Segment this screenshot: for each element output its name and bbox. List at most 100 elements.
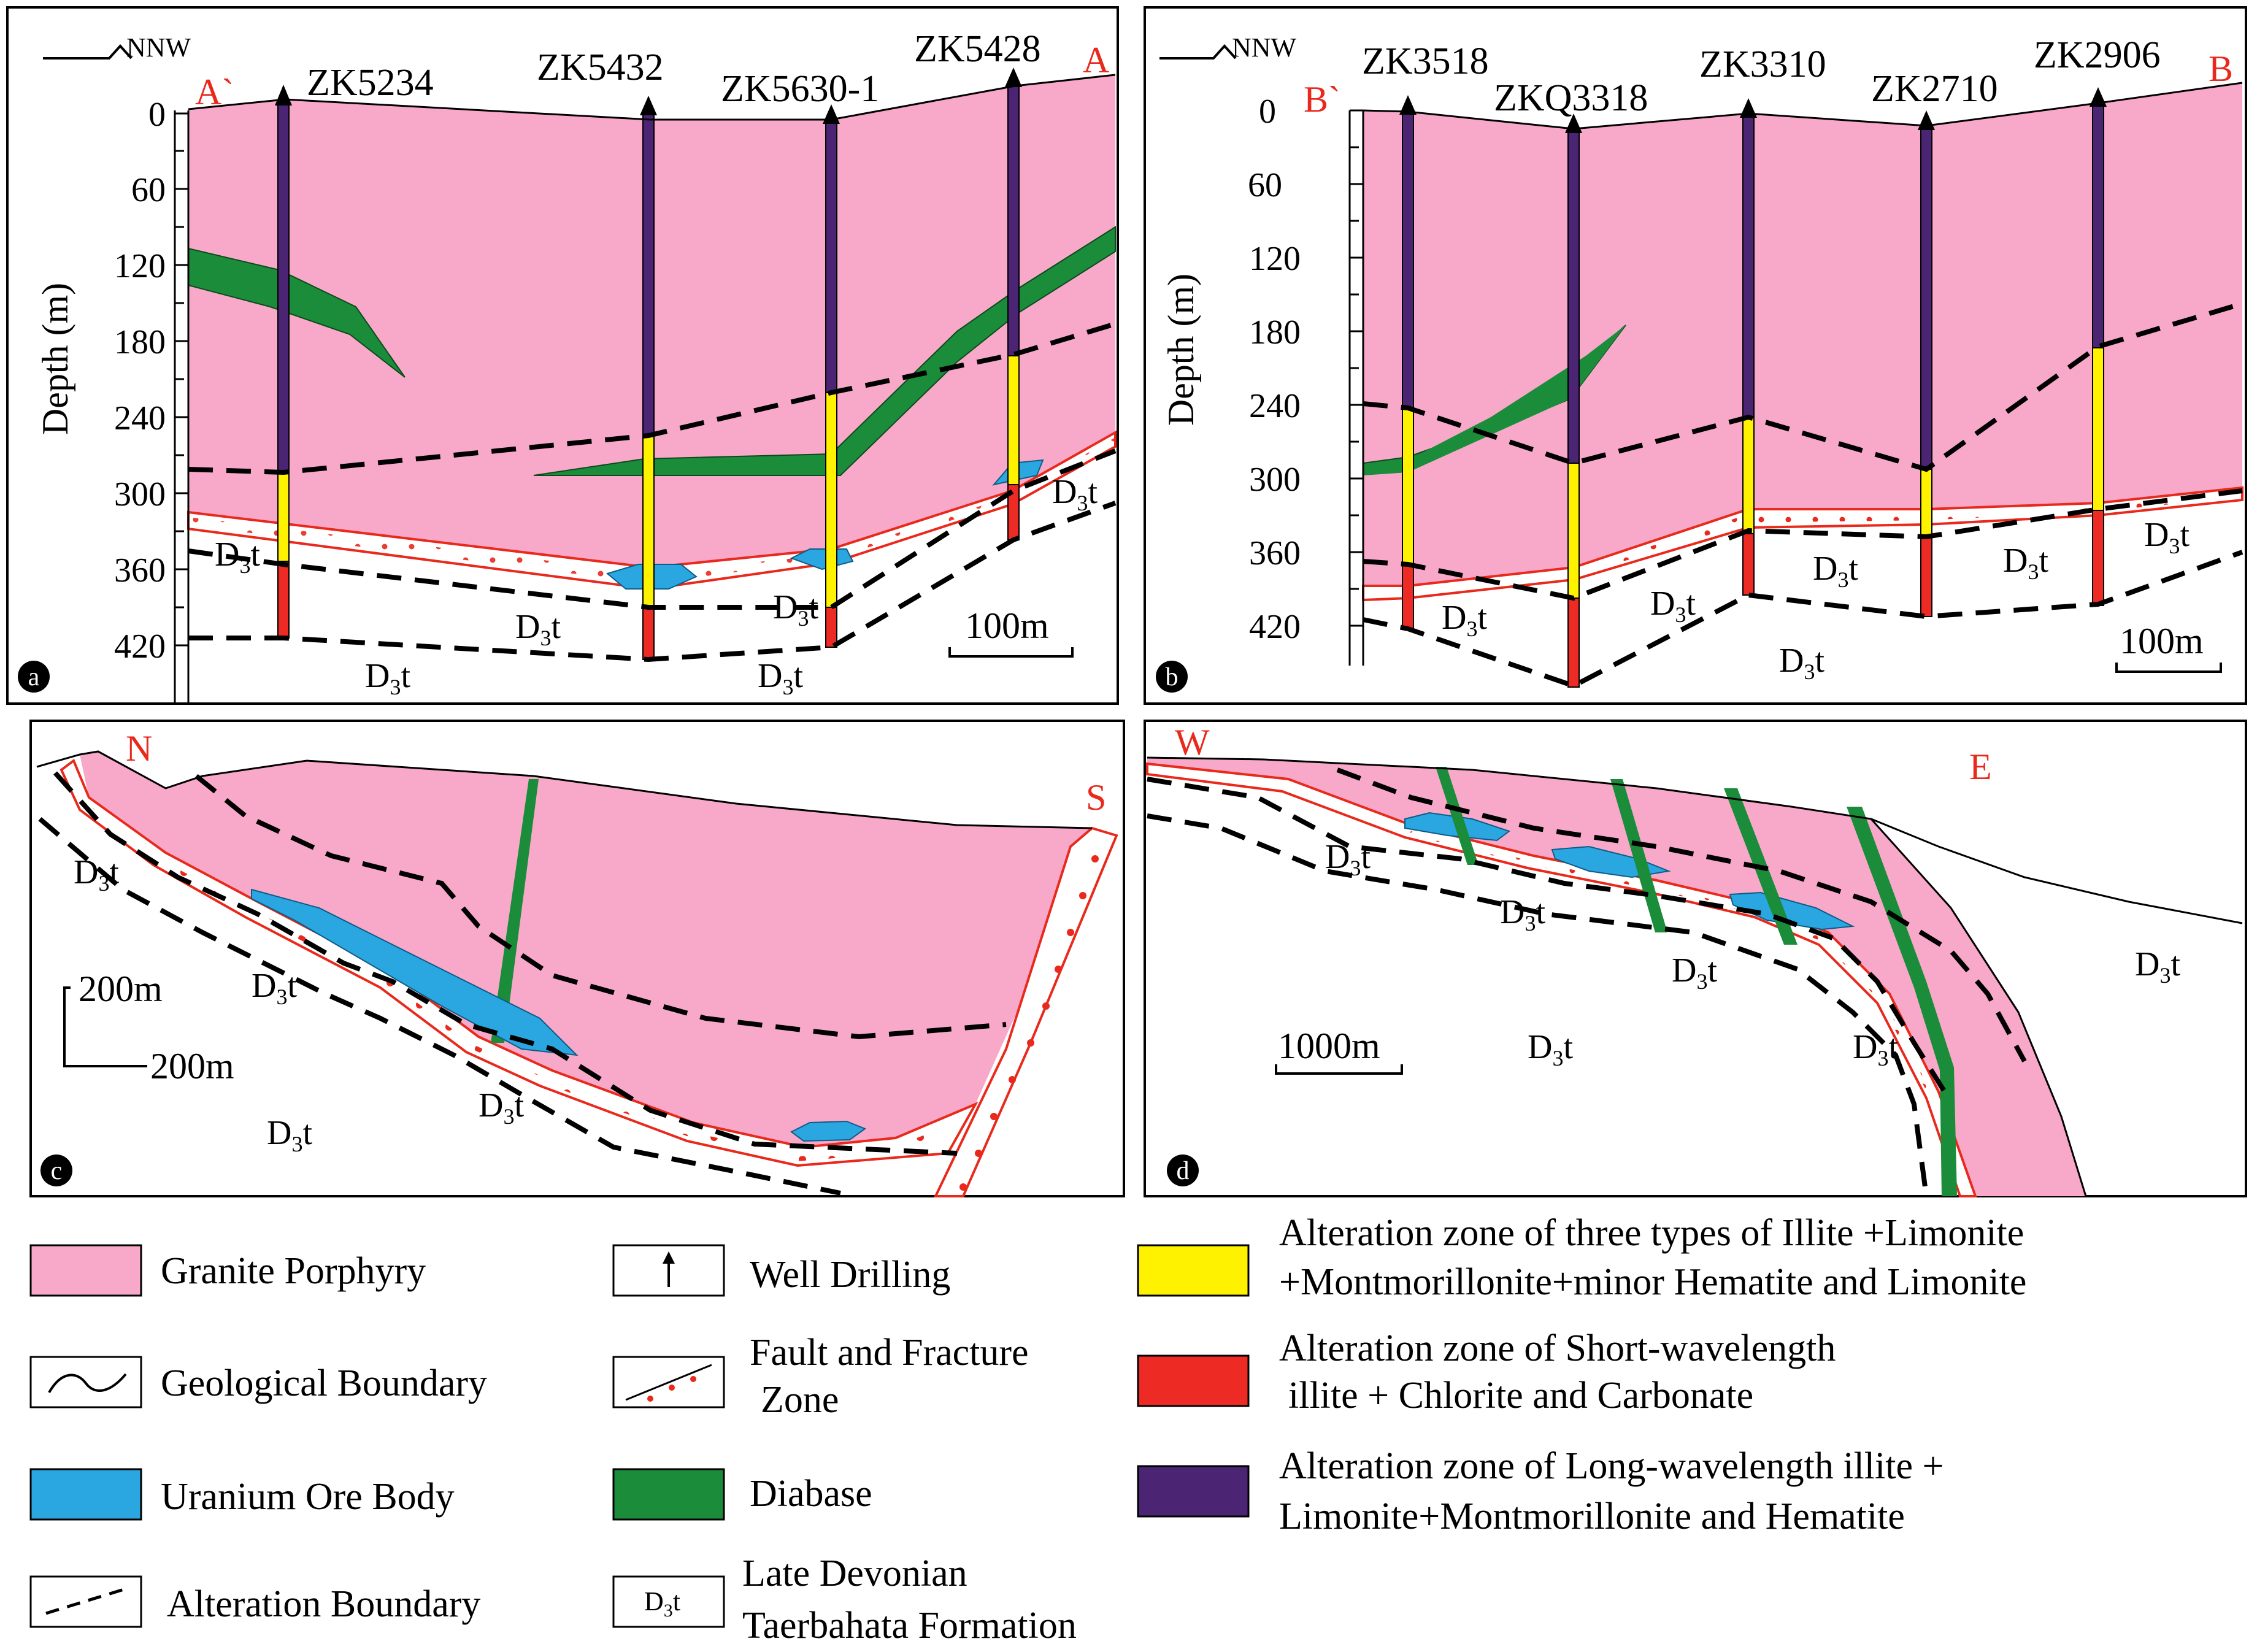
legend-item-fault: Fault and Fracture Zone <box>612 1332 1029 1421</box>
tick-label: 240 <box>114 399 166 437</box>
well-label: ZK2906 <box>2034 34 2161 76</box>
panel-badge: d <box>1177 1157 1190 1185</box>
tick-label: 60 <box>1248 166 1282 204</box>
tick-label: 120 <box>1249 240 1301 278</box>
depth-axis-a: 0 60 120 180 240 300 360 420 Depth (m) <box>35 96 190 704</box>
well-label: ZK5432 <box>537 47 664 88</box>
panel-b: 0 60 120 180 240 300 360 420 Depth (m) N… <box>1144 6 2247 705</box>
tick-label: 420 <box>1249 608 1301 646</box>
svg-text:D3t: D3t <box>479 1086 524 1129</box>
axis-title: Depth (m) <box>35 283 75 435</box>
svg-text:D3t: D3t <box>1500 893 1545 935</box>
scale-label: 100m <box>965 605 1049 646</box>
svg-text:D3t: D3t <box>252 967 297 1009</box>
tick-label: 360 <box>1249 534 1301 572</box>
tick-label: 180 <box>114 323 166 361</box>
alteration-boundaries-b <box>1363 301 2244 689</box>
svg-text:D3t: D3t <box>758 657 803 699</box>
well-label: ZK3518 <box>1362 40 1489 82</box>
formation-labels-d: D3t D3t D3t D3t D3t D3t <box>1325 838 2180 1070</box>
formation-labels-a: D3t D3t D3t D3t D3t D3t <box>215 473 1098 699</box>
panel-badge: b <box>1166 663 1178 691</box>
svg-text:D3t: D3t <box>1052 473 1098 515</box>
well-label: ZK5630-1 <box>721 68 879 110</box>
svg-text:D3t: D3t <box>2003 542 2048 584</box>
legend-item-d3t: D3t Late Devonian Taerbahata Formation <box>612 1553 1077 1646</box>
legend-label: Uranium Ore Body <box>161 1476 455 1518</box>
well-label: ZKQ3318 <box>1494 77 1648 119</box>
uranium-c2 <box>790 1120 867 1142</box>
panel-badge: a <box>28 663 40 691</box>
section-end-label: E <box>1969 747 1992 787</box>
diabase-a2 <box>533 226 1116 476</box>
wells-b <box>1399 87 2107 688</box>
legend-item-purple-zone: Alteration zone of Long-wavelength illit… <box>1137 1445 1944 1537</box>
tick-label: 180 <box>1249 313 1301 352</box>
svg-text:D3t: D3t <box>773 588 818 631</box>
legend-label: Alteration Boundary <box>167 1583 480 1625</box>
svg-text:D3t: D3t <box>215 536 260 578</box>
legend-label: Diabase <box>750 1473 872 1515</box>
diabase-c <box>491 779 539 1043</box>
legend-label: Late Devonian <box>742 1553 967 1594</box>
well-label: ZK5234 <box>307 62 434 104</box>
panel-badge: c <box>51 1157 63 1185</box>
granite-porphyry-d <box>1147 758 2086 1196</box>
alteration-boundaries-a <box>188 321 1117 663</box>
scale-bar-d: 1000m <box>1275 1026 1403 1075</box>
legend-item-geological-boundary: Geological Boundary <box>29 1356 487 1408</box>
scale-label-horizontal: 200m <box>150 1046 234 1086</box>
svg-text:D3t: D3t <box>1528 1028 1573 1070</box>
tick-label: 420 <box>114 628 166 666</box>
tick-label: 300 <box>114 475 166 513</box>
legend-label: Granite Porphyry <box>161 1250 426 1292</box>
tick-label: 120 <box>114 247 166 285</box>
svg-text:D3t: D3t <box>515 608 561 650</box>
svg-text:D3t: D3t <box>2135 945 2180 988</box>
axis-title: Depth (m) <box>1161 274 1201 426</box>
wells-a <box>275 67 1022 660</box>
scale-label-vertical: 200m <box>79 969 163 1009</box>
legend-item-uranium: Uranium Ore Body <box>29 1468 455 1521</box>
scale-bar-a: 100m <box>948 605 1074 658</box>
section-end-label: S <box>1086 777 1106 818</box>
section-end-label: B <box>2209 48 2233 89</box>
legend-label: Zone <box>761 1379 839 1421</box>
section-start-label: W <box>1175 722 1210 763</box>
legend-label: Taerbahata Formation <box>742 1605 1077 1646</box>
panel-d: W E D3t D3t D3t D3t D3t D3t 1000m d <box>1144 720 2247 1197</box>
orientation-indicator-a: NNW <box>43 33 191 63</box>
tick-label: 0 <box>1259 93 1276 131</box>
granite-porphyry-c <box>80 751 1092 1147</box>
svg-text:D3t: D3t <box>1813 550 1858 592</box>
legend-label: +Montmorillonite+minor Hematite and Limo… <box>1279 1261 2026 1303</box>
svg-text:D3t: D3t <box>267 1114 312 1156</box>
legend-label: Alteration zone of Long-wavelength illit… <box>1279 1445 1944 1487</box>
legend-label: Limonite+Montmorillonite and Hematite <box>1279 1496 1905 1537</box>
svg-text:D3t: D3t <box>365 657 410 699</box>
legend-label: Well Drilling <box>750 1254 950 1296</box>
alteration-boundaries-d <box>1147 767 2027 1197</box>
svg-text:D3t: D3t <box>1779 642 1824 684</box>
legend-label: Geological Boundary <box>161 1362 487 1404</box>
section-start-label: N <box>126 728 152 769</box>
legend-item-yellow-zone: Alteration zone of three types of Illite… <box>1137 1212 2026 1303</box>
legend-item-well: Well Drilling <box>612 1244 950 1297</box>
section-start-label: A` <box>195 72 234 112</box>
legend-label: Alteration zone of three types of Illite… <box>1279 1212 2024 1254</box>
fault-zone-c-east <box>933 826 1118 1197</box>
legend-label: illite + Chlorite and Carbonate <box>1288 1375 1753 1416</box>
orientation-label: NNW <box>1232 33 1297 63</box>
svg-text:D3t: D3t <box>74 853 119 896</box>
alteration-boundaries-c <box>38 771 1007 1196</box>
svg-text:D3t: D3t <box>1853 1028 1898 1070</box>
legend-label: Alteration zone of Short-wavelength <box>1279 1327 1836 1369</box>
svg-text:D3t: D3t <box>1650 585 1696 627</box>
scale-label: 1000m <box>1278 1026 1380 1066</box>
svg-text:D3t: D3t <box>2144 516 2190 558</box>
tick-label: 0 <box>148 96 166 134</box>
legend-item-diabase: Diabase <box>612 1468 872 1521</box>
svg-text:D3t: D3t <box>1442 599 1487 641</box>
section-start-label: B` <box>1304 79 1340 120</box>
